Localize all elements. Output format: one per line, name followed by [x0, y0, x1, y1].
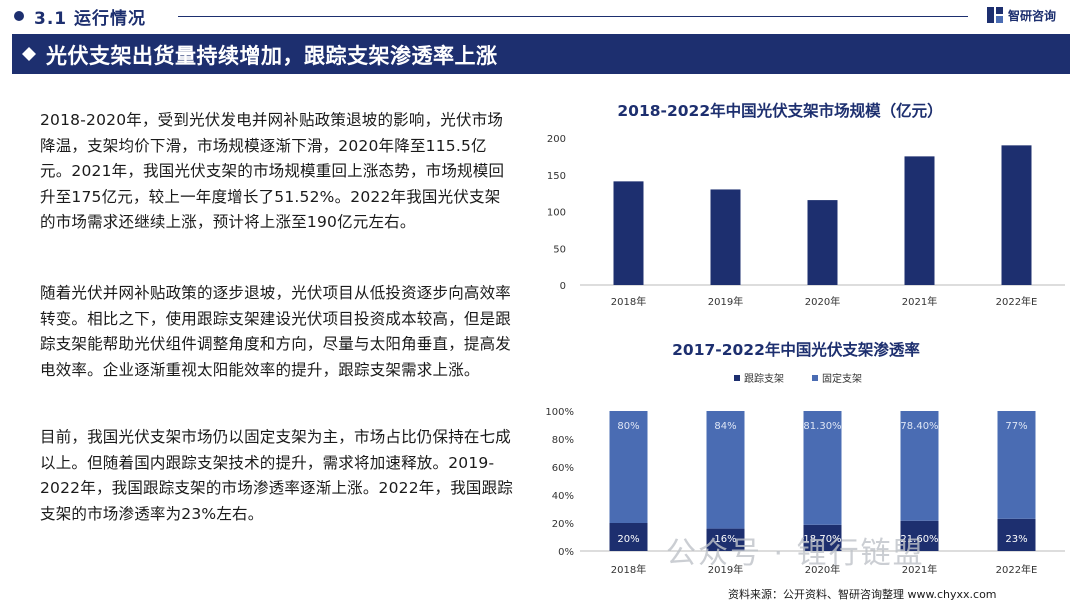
fixed-bar-segment [900, 411, 939, 521]
section-title: 3.1 运行情况 [34, 9, 147, 29]
logo: 智研咨询 [986, 6, 1056, 24]
x-tick-label: 2018年 [611, 295, 646, 308]
zhiyan-logo-icon [987, 7, 1003, 23]
x-tick-label: 2021年 [902, 295, 937, 308]
bullet-dot-icon [14, 11, 24, 21]
y-tick-label: 0 [560, 281, 566, 292]
tracking-bar-segment [997, 518, 1036, 551]
bar [613, 181, 644, 285]
tracking-bar-segment [803, 524, 842, 551]
source-note: 资料来源：公开资料、智研咨询整理 www.chyxx.com [728, 588, 997, 601]
y-tick-label: 50 [553, 244, 566, 255]
legend-swatch [734, 375, 740, 381]
legend-swatch [812, 375, 818, 381]
data-label: 20% [617, 534, 639, 545]
top-divider [178, 16, 968, 17]
top-bar: 3.1 运行情况 智研咨询 [0, 0, 1080, 34]
fixed-bar-segment [997, 411, 1036, 519]
fixed-bar-segment [706, 411, 745, 529]
x-tick-label: 2020年 [805, 295, 840, 308]
y-tick-label: 40% [552, 491, 574, 502]
chart-title: 2018-2022年中国光伏支架市场规模（亿元） [617, 101, 942, 120]
paragraph-market-size: 2018-2020年，受到光伏发电并网补贴政策退坡的影响，光伏市场降温，支架均价… [40, 111, 505, 232]
legend-label: 固定支架 [822, 372, 862, 385]
data-label: 84% [714, 421, 736, 432]
bar [904, 156, 935, 285]
data-label: 77% [1005, 421, 1027, 432]
chart-title: 2017-2022年中国光伏支架渗透率 [672, 340, 920, 359]
wechat-watermark: 公众号 · 锂行链盟 [666, 536, 925, 571]
fixed-bar-segment [803, 411, 842, 525]
x-tick-label: 2022年E [996, 295, 1038, 308]
tracking-bar-segment [706, 528, 745, 551]
fixed-bar-segment [609, 411, 648, 523]
y-tick-label: 60% [552, 463, 574, 474]
data-label: 78.40% [900, 421, 938, 432]
legend-label: 跟踪支架 [744, 372, 784, 385]
data-label: 23% [1005, 534, 1027, 545]
data-label: 18.70% [803, 534, 841, 545]
paragraph-penetration: 目前，我国光伏支架市场仍以固定支架为主，市场占比仍保持在七成以上。但随着国内跟踪… [40, 428, 513, 523]
logo-text: 智研咨询 [1008, 8, 1057, 23]
y-tick-label: 100 [547, 208, 566, 219]
y-tick-label: 100% [545, 407, 574, 418]
data-label: 16% [714, 534, 736, 545]
x-tick-label: 2018年 [611, 563, 646, 576]
y-tick-label: 80% [552, 435, 574, 446]
x-tick-label: 2019年 [708, 563, 743, 576]
y-tick-label: 150 [547, 171, 566, 182]
bar [710, 189, 741, 285]
x-tick-label: 2019年 [708, 295, 743, 308]
x-tick-label: 2021年 [902, 563, 937, 576]
tracking-bar-segment [609, 523, 648, 551]
y-tick-label: 0% [558, 547, 574, 558]
title-banner: 光伏支架出货量持续增加，跟踪支架渗透率上涨 [12, 34, 1070, 74]
market-size-bar-chart: 2018-2022年中国光伏支架市场规模（亿元） 0 50 100 150 200 2018… [547, 101, 1065, 308]
x-tick-label: 2022年E [996, 563, 1038, 576]
paragraph-tracking-benefit: 随着光伏并网补贴政策的逐步退坡，光伏项目从低投资逐步向高效率转变。相比之下，使用… [40, 284, 512, 379]
x-tick-label: 2020年 [805, 563, 840, 576]
diamond-icon [22, 47, 36, 61]
y-tick-label: 200 [547, 134, 566, 145]
tracking-bar-segment [900, 520, 939, 551]
bar [1001, 145, 1032, 285]
data-label: 81.30% [803, 421, 841, 432]
data-label: 80% [617, 421, 639, 432]
y-tick-label: 20% [552, 519, 574, 530]
bar [807, 200, 838, 285]
page-title: 光伏支架出货量持续增加，跟踪支架渗透率上涨 [46, 44, 498, 68]
data-label: 21.60% [900, 534, 938, 545]
